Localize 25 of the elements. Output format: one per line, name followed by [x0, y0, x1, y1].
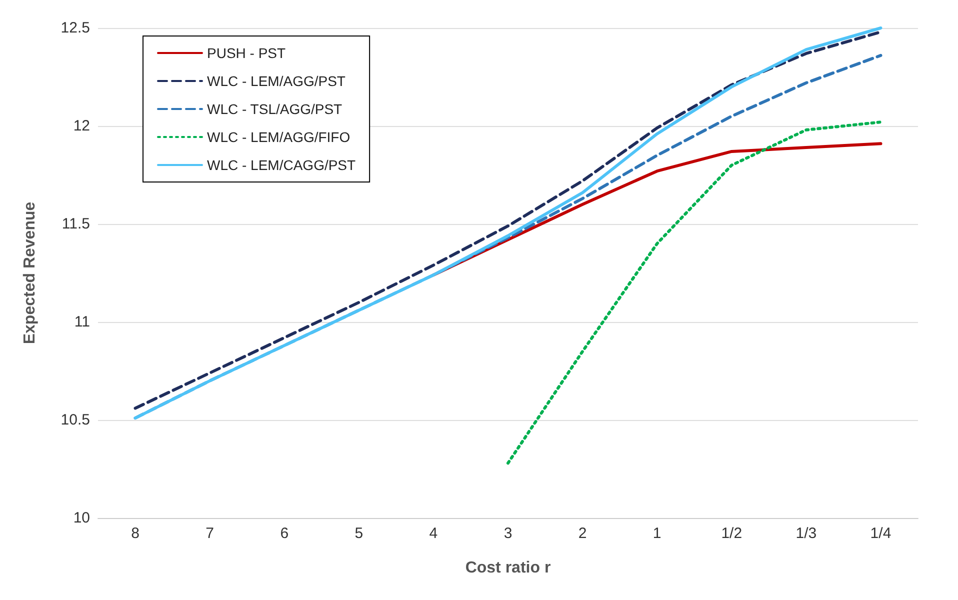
line-series — [506, 120, 882, 465]
x-tick-label: 1/2 — [721, 525, 742, 542]
y-axis-title: Expected Revenue — [22, 202, 38, 344]
x-tick-label: 2 — [578, 525, 587, 542]
x-tick-label: 3 — [504, 525, 512, 542]
x-tick-label: 4 — [429, 525, 438, 542]
x-axis-title: Cost ratio r — [465, 560, 551, 576]
legend-label: PUSH - PST — [207, 45, 286, 61]
y-tick-label: 11.5 — [62, 216, 90, 232]
x-tick-label: 8 — [131, 525, 140, 542]
legend-label: WLC - LEM/AGG/FIFO — [207, 129, 350, 145]
y-tick-label: 12 — [73, 118, 90, 134]
y-tick-label: 10.5 — [60, 412, 90, 428]
y-tick-label: 10 — [73, 510, 90, 526]
x-tick-label: 7 — [206, 525, 214, 542]
legend-label: WLC - LEM/CAGG/PST — [207, 157, 356, 173]
x-tick-label: 1/4 — [870, 525, 892, 542]
x-tick-label: 5 — [354, 525, 364, 542]
x-tick-label: 1/3 — [796, 525, 817, 542]
legend-label: WLC - LEM/AGG/PST — [207, 73, 346, 89]
x-tick-label: 6 — [280, 525, 289, 542]
y-tick-label: 11 — [74, 314, 90, 330]
x-tick-label: 1 — [652, 525, 662, 542]
y-tick-label: 12.5 — [60, 20, 90, 36]
legend-label: WLC - TSL/AGG/PST — [207, 101, 343, 117]
